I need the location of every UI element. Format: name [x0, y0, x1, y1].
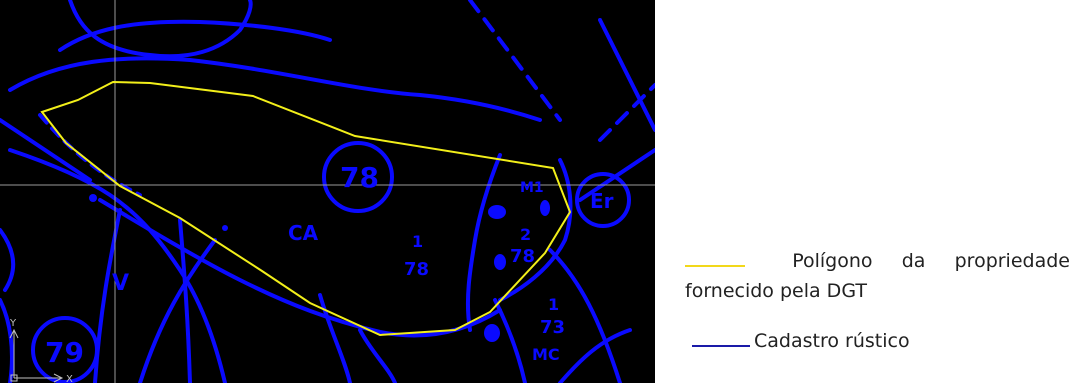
legend-polygon-word-3: propriedade — [954, 250, 1070, 272]
cadastre-line-leftcurve — [0, 228, 16, 292]
cadastre-line-lower4 — [318, 293, 352, 383]
cadastre-arc-top2 — [58, 19, 332, 52]
parcel-circles — [31, 141, 631, 383]
parcel-label-1-lower: 1 — [548, 295, 559, 314]
cadastre-line-lower5 — [358, 328, 397, 383]
blob-5 — [89, 194, 97, 202]
cadastre-line-right3 — [548, 248, 622, 383]
parcel-label-78-right: 78 — [510, 246, 535, 267]
parcel-label-73: 73 — [540, 317, 565, 338]
cadastre-line-left2 — [0, 118, 92, 182]
parcel-label-2: 2 — [520, 225, 531, 244]
parcel-label-m1: M1 — [520, 180, 544, 196]
axis-label-x: X — [66, 374, 73, 383]
cad-map-view[interactable]: 78 CA 1 78 2 78 1 73 MC 79 Er V M1 Y X — [0, 0, 655, 383]
cadastre-line-right5 — [578, 148, 655, 202]
axis-label-y: Y — [9, 318, 17, 329]
cadastre-line-bottom — [558, 328, 632, 383]
blob-6 — [222, 225, 228, 231]
cadastre-line-right1 — [465, 153, 502, 332]
legend-polygon: Polígono da propriedade fornecido pela D… — [685, 246, 1070, 306]
cadastre-road-topleft — [68, 0, 253, 59]
cadastre-dashed-inner — [38, 113, 142, 197]
legend-polygon-line2: fornecido pela DGT — [685, 280, 867, 302]
property-polygon[interactable] — [40, 80, 572, 337]
parcel-label-ca: CA — [288, 221, 319, 245]
parcel-label-v: V — [112, 271, 129, 296]
cad-drawing: 78 CA 1 78 2 78 1 73 MC 79 Er V M1 Y X — [0, 0, 655, 383]
crosshair — [0, 0, 655, 383]
parcel-label-mc: MC — [532, 345, 560, 364]
parcel-label-1-top: 1 — [412, 232, 423, 251]
legend-swatch-cadastre — [692, 345, 750, 347]
parcel-label-78-circle: 78 — [340, 161, 379, 194]
cadastre-arc-top — [8, 56, 542, 122]
cadastre-lines — [0, 0, 655, 383]
ucs-axis-icon — [9, 328, 64, 383]
cadastre-line-leftedge — [0, 298, 14, 383]
parcel-label-er: Er — [590, 189, 614, 213]
parcel-circle-er — [575, 172, 631, 228]
cadastre-line-mid — [98, 198, 502, 338]
cadastre-line-right4 — [493, 298, 527, 383]
blob-1 — [488, 205, 506, 219]
cadastre-line-lower2 — [178, 218, 192, 383]
cadastre-line-right6 — [598, 18, 655, 132]
legend-cadastre: Cadastro rústico — [692, 326, 910, 356]
parcel-circle-79 — [31, 316, 99, 383]
legend-polygon-word-2: da — [901, 250, 926, 272]
parcel-label-79: 79 — [45, 336, 84, 369]
blob-4 — [484, 324, 500, 342]
cadastre-line-right2 — [498, 158, 573, 302]
cadastre-line-right8 — [598, 83, 655, 142]
legend-swatch-polygon — [685, 265, 745, 267]
cadastre-line-right7 — [468, 0, 562, 122]
parcel-circle-78 — [322, 141, 394, 213]
legend-cadastre-label: Cadastro rústico — [754, 330, 910, 352]
cadastre-line-lower3 — [93, 208, 122, 383]
legend-polygon-word-1: Polígono — [792, 250, 873, 272]
parcel-label-78-frac: 78 — [404, 259, 429, 280]
cadastre-line-lower1 — [138, 238, 217, 383]
blob-2 — [540, 200, 550, 216]
parcel-blobs — [89, 194, 550, 342]
blob-3 — [494, 254, 506, 270]
